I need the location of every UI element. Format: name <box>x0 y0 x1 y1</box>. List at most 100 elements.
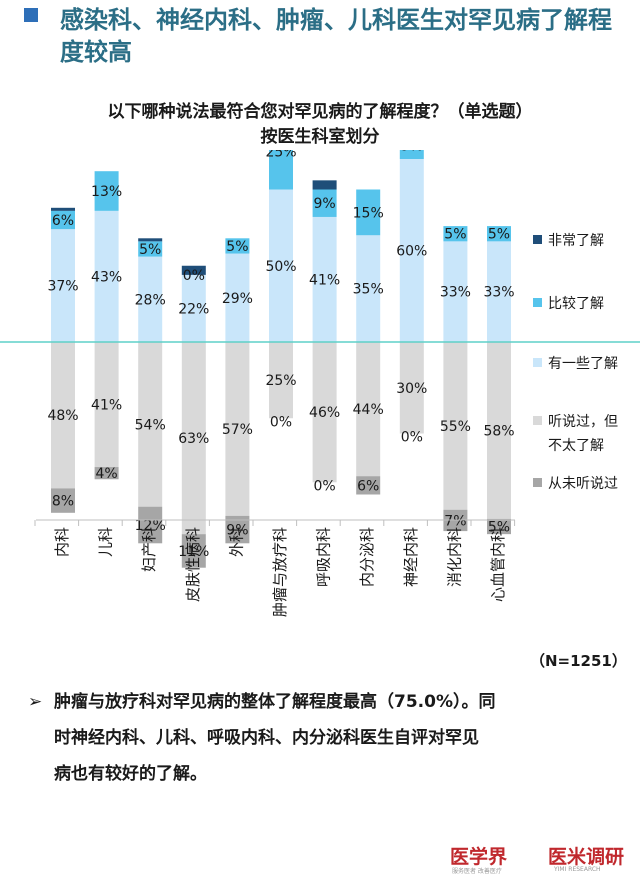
legend-label: 不太了解 <box>548 438 604 454</box>
data-label: 12% <box>135 518 166 534</box>
bar-segment <box>225 253 250 342</box>
bar-segment <box>443 342 468 510</box>
bar-segment <box>269 150 293 190</box>
legend-swatch <box>533 235 542 244</box>
bar-segment <box>94 467 119 480</box>
data-label: 29% <box>222 291 253 307</box>
bar-segment <box>312 216 337 342</box>
category-tick-label: 妇产科 <box>140 527 158 572</box>
data-label: 25% <box>265 373 296 389</box>
data-label: 25% <box>265 150 296 160</box>
category-tick-label: 皮肤性病科 <box>184 527 202 602</box>
logo-yimi-sub: YIMI RESEARCH <box>554 866 601 873</box>
data-label: 11% <box>178 544 209 560</box>
data-label: 41% <box>91 398 122 414</box>
data-label: 15% <box>353 205 384 221</box>
data-label: 5% <box>226 239 248 255</box>
data-label: 6% <box>52 213 74 229</box>
summary-note: ➢ 肿瘤与放疗科对罕见病的整体了解程度最高（75.0%）。同 时神经内科、儿科、… <box>28 684 618 792</box>
bar-segment <box>138 506 163 544</box>
bar-segment <box>138 238 163 242</box>
bar-segment <box>51 207 75 211</box>
stacked-bar-chart: 6% 37% 48% 8% 内科 13% 43% 41% 4% 儿科 5% 28% 54% 12%妇产科 0… <box>0 150 640 617</box>
header-square-icon <box>24 8 38 22</box>
bar-segment <box>138 342 163 507</box>
data-label: 37% <box>47 279 78 295</box>
data-label: 5% <box>488 520 510 536</box>
data-label: 9% <box>401 150 423 154</box>
data-label: 35% <box>353 282 384 298</box>
category-tick-label: 内科 <box>53 527 71 557</box>
bar-segment <box>487 342 511 519</box>
sample-size: （N=1251） <box>530 652 627 670</box>
bar-segment <box>181 534 206 568</box>
data-label: 22% <box>178 301 209 317</box>
bar-segment <box>487 518 511 535</box>
bar-segment <box>51 210 75 230</box>
bar-segment <box>138 256 163 342</box>
chart-subtitle: 按医生科室划分 <box>260 127 380 147</box>
data-label: 41% <box>309 272 340 288</box>
data-label: 0% <box>313 478 335 494</box>
bar-segment <box>269 342 293 419</box>
legend-swatch <box>533 478 542 487</box>
bar-segment <box>51 488 75 513</box>
data-label: 57% <box>222 422 253 438</box>
data-label: 5% <box>139 242 161 258</box>
arrow-bullet-icon: ➢ <box>28 692 43 712</box>
data-label: 33% <box>483 285 514 301</box>
data-label: 55% <box>440 419 471 435</box>
bar-segment <box>399 342 424 434</box>
legend-swatch <box>533 358 542 367</box>
category-tick-label: 儿科 <box>97 527 115 557</box>
legend-label: 非常了解 <box>548 233 604 249</box>
bar-segment <box>51 229 75 342</box>
note-line-2: 时神经内科、儿科、呼吸内科、内分泌科医生自评对罕见 <box>54 728 479 748</box>
bar-segment <box>138 241 163 257</box>
bar-segment <box>443 226 468 242</box>
legend-label: 比较了解 <box>548 296 604 312</box>
bar-segment <box>356 476 381 495</box>
legend-swatch <box>533 416 542 425</box>
data-label: 0% <box>183 268 205 284</box>
note-line-3: 病也有较好的了解。 <box>54 764 207 784</box>
bar-segment <box>443 241 468 342</box>
data-label: 9% <box>313 196 335 212</box>
bar-segment <box>399 150 424 159</box>
category-tick-label: 神经内科 <box>402 527 420 587</box>
data-label: 28% <box>135 292 166 308</box>
logo-area: 医学界 服务医者 改善医疗 医米调研 YIMI RESEARCH <box>450 842 640 878</box>
data-label: 30% <box>396 381 427 397</box>
category-tick-label: 心血管内科 <box>489 527 507 602</box>
note-line-1: 肿瘤与放疗科对罕见病的整体了解程度最高（75.0%）。同 <box>54 692 496 712</box>
data-label: 7% <box>444 513 466 529</box>
data-label: 5% <box>444 227 466 243</box>
bar-segment <box>181 342 206 535</box>
logo-yixuejie: 医学界 <box>450 846 508 868</box>
bar-segment <box>225 238 250 254</box>
bar-segment <box>487 226 511 242</box>
data-label: 6% <box>357 478 379 494</box>
data-label: 48% <box>47 408 78 424</box>
data-label: 4% <box>95 466 117 482</box>
bar-segment <box>312 342 337 483</box>
bar-segment <box>181 274 206 342</box>
bar-segment <box>312 180 337 190</box>
category-tick-label: 呼吸内科 <box>315 527 333 587</box>
bar-segment <box>94 342 119 468</box>
bar-segment <box>225 342 250 516</box>
bar-segment <box>94 210 119 342</box>
bar-segment <box>356 189 381 236</box>
data-label: 44% <box>353 402 384 418</box>
bar-segment <box>94 171 119 211</box>
data-label: 46% <box>309 405 340 421</box>
legend-swatch <box>533 298 542 307</box>
legend-label: 听说过，但 <box>548 414 618 430</box>
data-label: 8% <box>52 494 74 510</box>
data-label: 0% <box>401 430 423 446</box>
data-label: 33% <box>440 285 471 301</box>
legend-label: 有一些了解 <box>548 356 618 372</box>
data-label: 5% <box>488 227 510 243</box>
data-label: 58% <box>483 423 514 439</box>
data-label: 63% <box>178 431 209 447</box>
